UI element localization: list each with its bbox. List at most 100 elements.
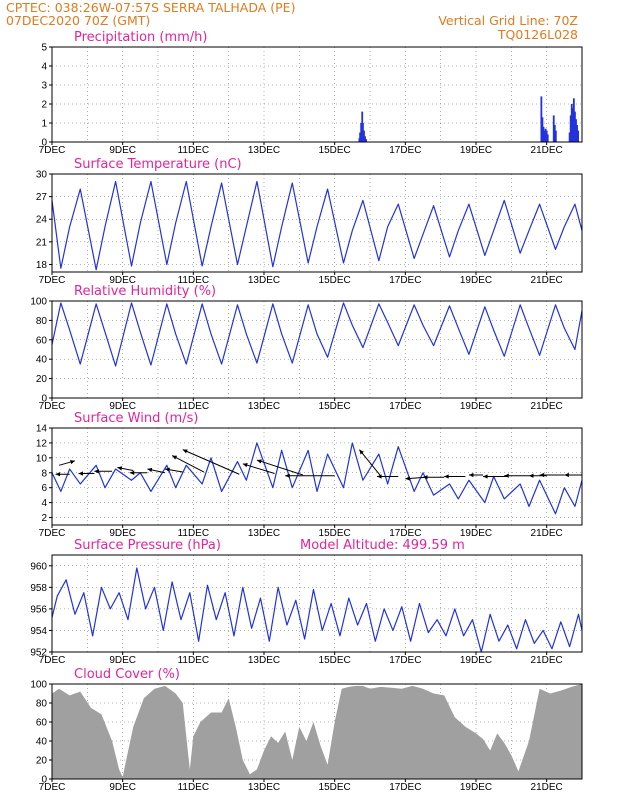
wind-arrowhead bbox=[377, 474, 382, 479]
precip-bar bbox=[542, 126, 545, 142]
precip-bar bbox=[554, 130, 557, 142]
x-tick-label: 17DEC bbox=[389, 655, 421, 666]
panel-frame bbox=[51, 46, 583, 143]
precip-bar bbox=[570, 104, 573, 142]
precip-bar bbox=[359, 132, 362, 142]
wind-arrowhead bbox=[172, 455, 178, 460]
x-tick-label: 11DEC bbox=[178, 275, 210, 286]
wind-arrowhead bbox=[129, 470, 135, 475]
x-tick-label: 21DEC bbox=[531, 145, 563, 156]
wind-arrowhead bbox=[242, 463, 248, 468]
x-tick-label: 13DEC bbox=[248, 401, 280, 412]
y-tick-label: 5 bbox=[41, 43, 47, 54]
panel-frame bbox=[51, 683, 583, 780]
y-tick-label: 10 bbox=[36, 453, 48, 464]
precip-bar bbox=[553, 124, 556, 142]
y-tick-label: 80 bbox=[36, 699, 48, 710]
y-tick-label: 3 bbox=[41, 81, 47, 92]
precip-bar bbox=[363, 130, 365, 142]
precip-bar bbox=[568, 132, 571, 142]
panel-title: Surface Wind (m/s) bbox=[74, 411, 198, 426]
x-tick-label: 19DEC bbox=[460, 782, 492, 793]
x-tick-label: 15DEC bbox=[319, 782, 351, 793]
panel-precip: 0 1 2 3 4 5 7DEC 9DEC 11DEC 13DEC 15DEC 17DEC 19DEC 2… bbox=[39, 30, 583, 156]
panel-frame bbox=[51, 300, 583, 399]
precip-bar bbox=[544, 128, 547, 142]
wind-arrowhead bbox=[70, 459, 75, 465]
panel-title: Surface Temperature (nC) bbox=[74, 157, 242, 172]
temp-line bbox=[51, 180, 583, 271]
panel-pressure: 952 954 956 958 960 7DEC 9DEC 11DEC 13DEC 15DEC 17… bbox=[30, 538, 583, 666]
y-tick-label: 4 bbox=[41, 498, 47, 509]
y-tick-label: 1 bbox=[41, 119, 47, 130]
x-tick-label: 21DEC bbox=[531, 655, 563, 666]
precip-bar bbox=[545, 130, 548, 142]
wind-arrowhead bbox=[564, 472, 569, 478]
y-tick-label: 60 bbox=[36, 718, 48, 729]
wind-arrowhead bbox=[529, 473, 534, 478]
x-tick-label: 7DEC bbox=[39, 145, 66, 156]
x-tick-label: 13DEC bbox=[248, 275, 280, 286]
x-tick-label: 15DEC bbox=[319, 528, 351, 539]
wind-arrowhead bbox=[483, 474, 488, 479]
wind-arrowhead bbox=[165, 467, 170, 472]
wind-arrowhead bbox=[468, 472, 474, 478]
x-tick-label: 9DEC bbox=[109, 782, 136, 793]
x-tick-label: 15DEC bbox=[319, 275, 351, 286]
panel-title: Relative Humidity (%) bbox=[74, 284, 216, 299]
wind-arrow bbox=[242, 463, 275, 474]
x-tick-label: 13DEC bbox=[248, 145, 280, 156]
x-tick-label: 19DEC bbox=[460, 655, 492, 666]
panel-wind: 2 4 6 8 10 12 14 7DEC 9DEC 11DEC 13DEC 15DEC 17DEC 19… bbox=[36, 411, 583, 539]
x-tick-label: 21DEC bbox=[531, 275, 563, 286]
wind-arrow bbox=[256, 459, 304, 476]
x-tick-label: 9DEC bbox=[109, 528, 136, 539]
wind-arrowhead bbox=[94, 469, 99, 474]
precip-bar bbox=[364, 136, 366, 142]
wind-arrowhead bbox=[182, 449, 188, 454]
x-tick-label: 11DEC bbox=[178, 655, 210, 666]
panel-frame bbox=[51, 427, 583, 526]
x-tick-label: 17DEC bbox=[389, 275, 421, 286]
y-tick-label: 8 bbox=[41, 468, 47, 479]
y-tick-label: 20 bbox=[36, 374, 48, 385]
wind-arrowhead bbox=[285, 473, 290, 478]
x-tick-label: 21DEC bbox=[531, 782, 563, 793]
x-tick-label: 15DEC bbox=[319, 145, 351, 156]
panel-frame bbox=[51, 554, 583, 653]
wind-arrowhead bbox=[444, 474, 449, 479]
x-tick-label: 9DEC bbox=[109, 401, 136, 412]
wind-arrowhead bbox=[55, 472, 61, 477]
x-tick-label: 19DEC bbox=[460, 275, 492, 286]
wind-arrow bbox=[182, 449, 240, 475]
y-tick-label: 21 bbox=[36, 237, 48, 248]
y-tick-label: 2 bbox=[41, 100, 47, 111]
y-tick-label: 952 bbox=[30, 648, 47, 659]
x-tick-label: 13DEC bbox=[248, 782, 280, 793]
x-tick-label: 7DEC bbox=[39, 782, 66, 793]
x-tick-label: 9DEC bbox=[109, 275, 136, 286]
panel-temp: 18 21 24 27 30 7DEC 9DEC 11DEC 13DEC 15DEC 17DEC 19… bbox=[36, 157, 583, 286]
precip-bar bbox=[546, 134, 549, 142]
precip-bar bbox=[543, 130, 546, 142]
wind-arrowhead bbox=[423, 475, 428, 480]
x-tick-label: 15DEC bbox=[319, 655, 351, 666]
x-tick-label: 17DEC bbox=[389, 528, 421, 539]
pressure-line bbox=[51, 567, 583, 653]
y-tick-label: 100 bbox=[30, 297, 47, 308]
x-tick-label: 21DEC bbox=[531, 528, 563, 539]
x-tick-label: 9DEC bbox=[109, 655, 136, 666]
wind-arrowhead bbox=[359, 449, 364, 455]
rh-line bbox=[51, 302, 583, 367]
header-station: CPTEC: 038:26W-07:57S SERRA TALHADA (PE) bbox=[6, 0, 295, 15]
wind-arrowhead bbox=[117, 466, 123, 471]
y-tick-label: 12 bbox=[36, 438, 48, 449]
y-tick-label: 954 bbox=[30, 626, 47, 637]
x-tick-label: 17DEC bbox=[389, 401, 421, 412]
wind-arrow bbox=[171, 455, 205, 473]
x-tick-label: 19DEC bbox=[460, 528, 492, 539]
x-tick-label: 7DEC bbox=[39, 528, 66, 539]
y-tick-label: 2 bbox=[41, 513, 47, 524]
x-tick-label: 9DEC bbox=[109, 145, 136, 156]
x-tick-label: 7DEC bbox=[39, 401, 66, 412]
